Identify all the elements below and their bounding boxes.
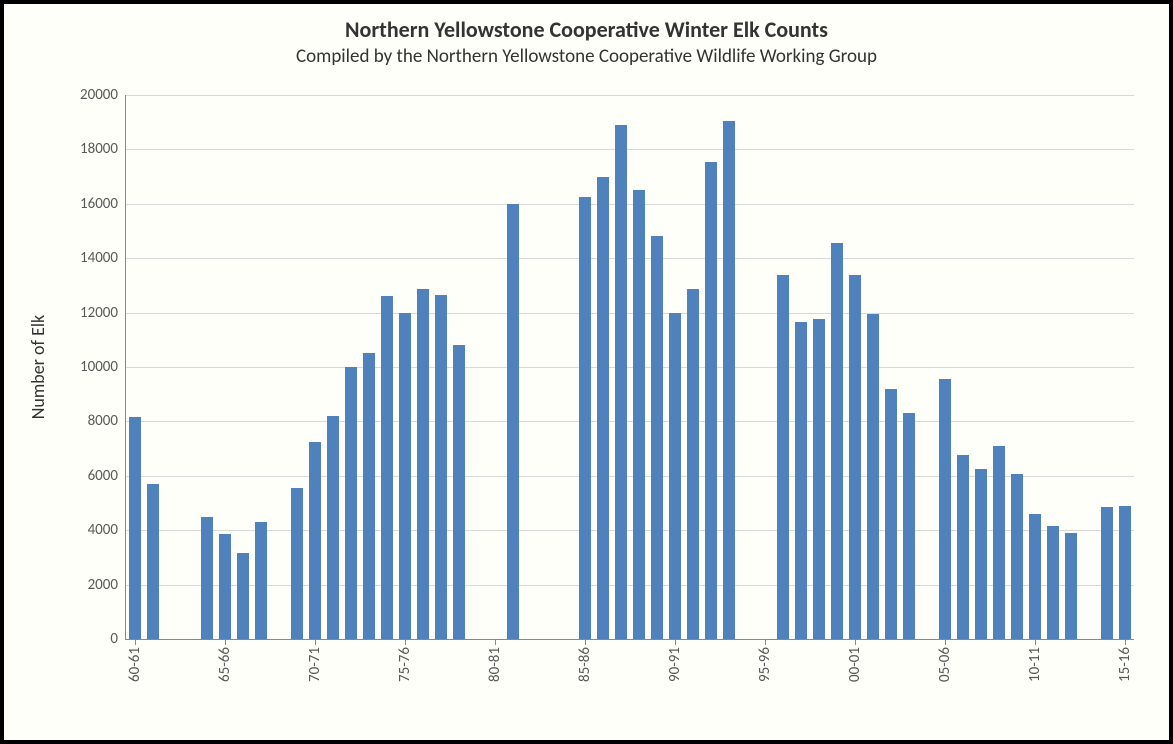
x-tick-mark (225, 639, 226, 645)
bar (1101, 507, 1112, 639)
bar (345, 367, 356, 639)
bar (507, 204, 518, 639)
x-tick-mark (855, 639, 856, 645)
bar (1119, 506, 1130, 639)
bar (597, 177, 608, 639)
x-tick-label: 00-01 (846, 647, 864, 682)
bar (291, 488, 302, 639)
chart-subtitle: Compiled by the Northern Yellowstone Coo… (10, 45, 1163, 68)
bar (309, 442, 320, 639)
x-tick-mark (945, 639, 946, 645)
x-tick-mark (405, 639, 406, 645)
y-tick-label: 0 (110, 630, 126, 648)
bar (219, 534, 230, 639)
y-tick-label: 16000 (80, 195, 126, 213)
x-tick-mark (495, 639, 496, 645)
y-tick-label: 2000 (88, 576, 126, 594)
bar (1029, 514, 1040, 639)
bar (651, 236, 662, 639)
y-tick-label: 8000 (88, 412, 126, 430)
bar (129, 417, 140, 639)
bar (147, 484, 158, 639)
chart-title: Northern Yellowstone Cooperative Winter … (10, 16, 1163, 43)
y-tick-label: 10000 (80, 358, 126, 376)
y-tick-label: 6000 (88, 467, 126, 485)
bar (903, 413, 914, 639)
x-tick-label: 75-76 (396, 647, 414, 682)
bar (957, 455, 968, 639)
bar (327, 416, 338, 639)
gridline (126, 421, 1134, 422)
bar (669, 313, 680, 639)
bar (453, 345, 464, 639)
bar (237, 553, 248, 639)
bar (579, 197, 590, 639)
x-tick-mark (1125, 639, 1126, 645)
bar (885, 389, 896, 639)
bar (723, 121, 734, 639)
bar (381, 296, 392, 639)
bar (687, 289, 698, 639)
gridline (126, 258, 1134, 259)
x-tick-label: 70-71 (306, 647, 324, 682)
bar (255, 522, 266, 639)
bar (417, 289, 428, 639)
bar (363, 353, 374, 639)
x-tick-mark (675, 639, 676, 645)
x-tick-label: 05-06 (936, 647, 954, 682)
bar (615, 125, 626, 639)
bar (777, 275, 788, 639)
x-tick-label: 90-91 (666, 647, 684, 682)
x-tick-label: 65-66 (216, 647, 234, 682)
bar (795, 322, 806, 639)
x-tick-mark (765, 639, 766, 645)
bar (435, 295, 446, 639)
bar (849, 275, 860, 639)
bar (633, 190, 644, 639)
x-tick-label: 85-86 (576, 647, 594, 682)
gridline (126, 95, 1134, 96)
x-tick-mark (315, 639, 316, 645)
bar (867, 314, 878, 639)
bar (1011, 474, 1022, 639)
chart-frame: Northern Yellowstone Cooperative Winter … (0, 0, 1173, 744)
bar (813, 319, 824, 639)
bar (1047, 526, 1058, 639)
x-tick-label: 15-16 (1116, 647, 1134, 682)
x-tick-label: 95-96 (756, 647, 774, 682)
x-tick-label: 10-11 (1026, 647, 1044, 682)
gridline (126, 204, 1134, 205)
bar (705, 162, 716, 639)
bar (993, 446, 1004, 639)
bar (939, 379, 950, 639)
bar (399, 313, 410, 639)
y-tick-label: 12000 (80, 304, 126, 322)
y-tick-label: 14000 (80, 249, 126, 267)
y-tick-label: 18000 (80, 140, 126, 158)
bar (201, 517, 212, 639)
bar (831, 243, 842, 639)
y-axis-title: Number of Elk (27, 315, 49, 419)
bar (1065, 533, 1076, 639)
x-tick-mark (135, 639, 136, 645)
gridline (126, 149, 1134, 150)
gridline (126, 367, 1134, 368)
chart-canvas: Northern Yellowstone Cooperative Winter … (10, 10, 1163, 734)
x-tick-label: 60-61 (126, 647, 144, 682)
gridline (126, 313, 1134, 314)
bar (975, 469, 986, 639)
x-tick-mark (1035, 639, 1036, 645)
x-tick-mark (585, 639, 586, 645)
y-tick-label: 4000 (88, 521, 126, 539)
plot-area: 0200040006000800010000120001400016000180… (125, 95, 1134, 640)
y-tick-label: 20000 (80, 86, 126, 104)
x-tick-label: 80-81 (486, 647, 504, 682)
